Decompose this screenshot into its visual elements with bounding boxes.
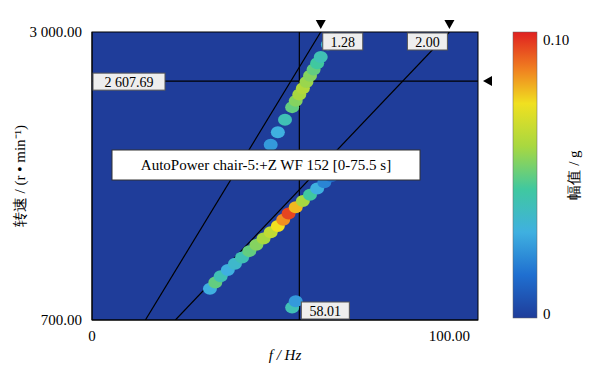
svg-text:58.01: 58.01	[310, 304, 342, 319]
svg-text:0: 0	[543, 306, 551, 322]
svg-text:幅值 / g: 幅值 / g	[566, 150, 582, 200]
svg-text:700.00: 700.00	[41, 312, 82, 328]
svg-text:2.00: 2.00	[415, 35, 440, 50]
svg-text:1.28: 1.28	[330, 35, 355, 50]
svg-text:AutoPower chair-5:+Z WF 152 [0: AutoPower chair-5:+Z WF 152 [0-75.5 s]	[141, 157, 391, 173]
svg-text:100.00: 100.00	[429, 328, 470, 344]
svg-text:0.10: 0.10	[543, 32, 569, 48]
svg-text:0: 0	[88, 328, 96, 344]
svg-text:3 000.00: 3 000.00	[30, 24, 83, 40]
svg-text:2 607.69: 2 607.69	[105, 75, 154, 90]
svg-text:f / Hz: f / Hz	[269, 347, 302, 363]
svg-text:转速 / (r • min⁻¹): 转速 / (r • min⁻¹)	[12, 125, 29, 227]
